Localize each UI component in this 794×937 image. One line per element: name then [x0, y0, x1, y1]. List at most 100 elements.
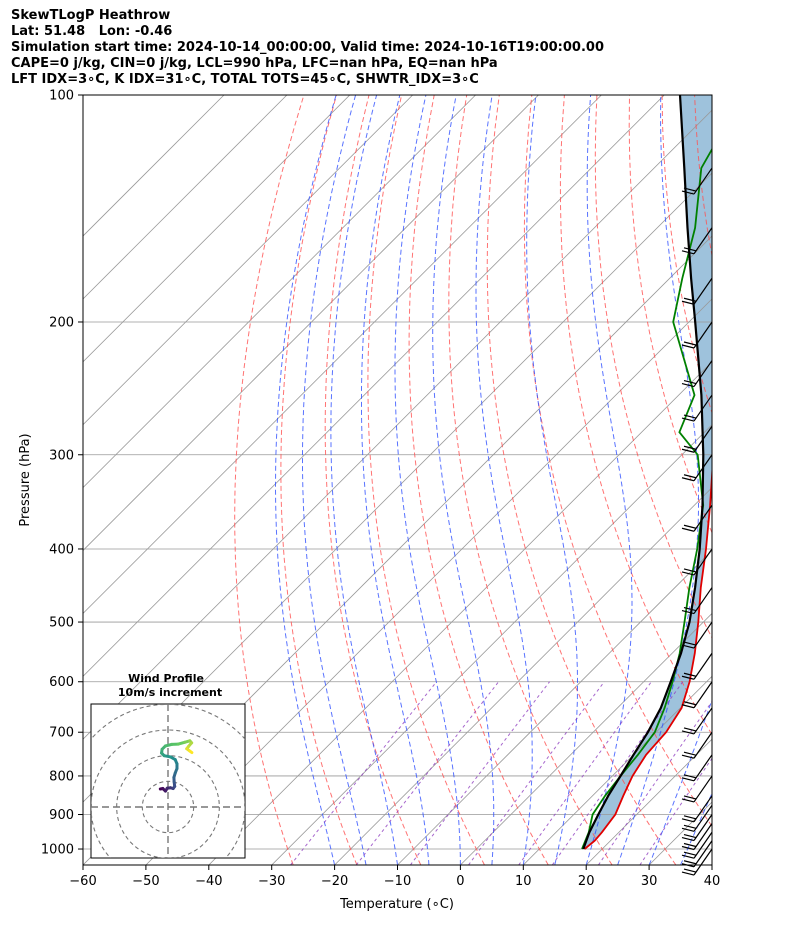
- wind-barb: [681, 227, 713, 255]
- cape-area-layer: [583, 95, 712, 849]
- wind-barb: [681, 454, 713, 482]
- simulation-times: Simulation start time: 2024-10-14_00:00:…: [11, 40, 604, 55]
- isotherm-line: [83, 95, 665, 677]
- moist-adiabat: [394, 95, 461, 865]
- wind-barb: [681, 621, 713, 649]
- wind-barb: [681, 394, 713, 422]
- location-coords: Lat: 51.48 Lon: -0.46: [11, 24, 173, 39]
- x-tick-label: 40: [704, 874, 721, 889]
- mixing-ratio-line: [551, 681, 684, 865]
- wind-barb: [681, 652, 713, 680]
- hodograph-inset: Wind Profile 10m/s increment: [90, 672, 246, 859]
- isotherm-line: [271, 424, 712, 865]
- profile-layer: [581, 95, 712, 850]
- y-tick-label: 400: [49, 542, 74, 557]
- moist-adiabat: [526, 95, 578, 865]
- moist-adiabat: [711, 863, 712, 865]
- moist-adiabat: [617, 95, 699, 865]
- wind-barb: [681, 548, 713, 576]
- mixing-ratio-line: [597, 700, 712, 865]
- y-tick-label: 900: [49, 808, 74, 823]
- x-tick-label: 20: [578, 874, 595, 889]
- isotherm-line: [523, 675, 712, 865]
- dry-adiabat: [448, 95, 613, 865]
- x-axis-label: Temperature (∘C): [339, 897, 454, 912]
- hodograph-rings: [91, 704, 245, 858]
- x-tick-label: 0: [456, 874, 464, 889]
- x-tick-label: −30: [258, 874, 285, 889]
- wind-barb: [681, 360, 713, 388]
- isotherm-line: [83, 95, 476, 489]
- x-tick-label: −20: [321, 874, 348, 889]
- hodograph-trace: [158, 739, 194, 793]
- wind-barb: [681, 587, 713, 615]
- moist-adiabat: [302, 95, 367, 865]
- mixing-ratio-line: [468, 681, 605, 865]
- mixing-ratio-line: [518, 681, 652, 865]
- isotherm-line: [83, 95, 288, 300]
- wind-barb: [681, 754, 713, 782]
- y-tick-label: 600: [49, 675, 74, 690]
- mixing-ratio-line: [409, 681, 550, 865]
- wind-barb: [681, 831, 713, 859]
- wind-barb-layer: [681, 167, 713, 876]
- wind-barb: [681, 848, 713, 876]
- moist-adiabat: [585, 95, 633, 865]
- hodograph-subtitle: 10m/s increment: [118, 686, 222, 699]
- x-tick-label: −50: [132, 874, 159, 889]
- isotherm-line: [648, 801, 712, 865]
- wind-barb: [681, 731, 713, 759]
- wind-barb: [681, 775, 713, 803]
- mixing-ratio-line: [355, 681, 499, 865]
- moist-adiabat: [330, 95, 398, 865]
- y-tick-label: 800: [49, 769, 74, 784]
- moist-adiabat: [432, 95, 495, 865]
- x-tick-label: 10: [515, 874, 532, 889]
- moist-adiabat: [475, 95, 533, 865]
- dry-adiabat: [367, 95, 485, 865]
- cape-cin-area: [583, 95, 712, 849]
- moist-adiabat: [648, 698, 712, 865]
- hodograph-segment: [188, 749, 194, 755]
- hodograph-title: Wind Profile: [128, 672, 204, 685]
- dry-adiabat: [760, 95, 794, 865]
- moist-adiabat: [680, 792, 712, 865]
- x-tick-label: 30: [641, 874, 658, 889]
- isotherm-line: [83, 109, 712, 740]
- dry-adiabat: [280, 95, 358, 865]
- y-axis-label: Pressure (hPa): [18, 433, 33, 526]
- chart-header: SkewTLogP Heathrow Lat: 51.48 Lon: -0.46…: [11, 8, 604, 88]
- isotherm-line: [83, 95, 351, 363]
- moist-adiabat: [361, 95, 430, 865]
- isotherm-line: [397, 549, 712, 865]
- dry-adiabat: [486, 95, 677, 865]
- dry-adiabat: [408, 95, 549, 865]
- x-tick-label: −40: [195, 874, 222, 889]
- wind-barb: [681, 504, 713, 532]
- stability-indices-2: LFT IDX=3∘C, K IDX=31∘C, TOTAL TOTS=45∘C…: [11, 72, 479, 87]
- moist-adiabat: [275, 95, 337, 865]
- isotherm-line: [83, 95, 602, 614]
- parcel-line: [582, 95, 705, 850]
- wind-barb: [681, 681, 713, 709]
- isotherm-line: [711, 864, 712, 865]
- isotherm-line: [83, 95, 539, 552]
- dry-adiabat: [727, 95, 794, 865]
- y-tick-label: 700: [49, 726, 74, 741]
- dry-adiabat: [559, 95, 712, 736]
- wind-barb: [681, 814, 713, 842]
- dewpoint-line: [581, 147, 712, 850]
- dry-adiabat: [324, 95, 422, 865]
- temperature-line: [584, 321, 712, 850]
- wind-barb: [681, 277, 713, 305]
- y-tick-label: 1000: [41, 843, 74, 858]
- y-tick-label: 300: [49, 448, 74, 463]
- dry-adiabat: [661, 95, 712, 415]
- wind-barb: [681, 823, 713, 851]
- y-tick-label: 200: [49, 315, 74, 330]
- wind-barb: [681, 167, 713, 195]
- chart-title: SkewTLogP Heathrow: [11, 8, 171, 23]
- isotherm-line: [83, 95, 225, 237]
- y-axis: 100 200 300 400 500 600 700 800 900 1000: [41, 89, 83, 858]
